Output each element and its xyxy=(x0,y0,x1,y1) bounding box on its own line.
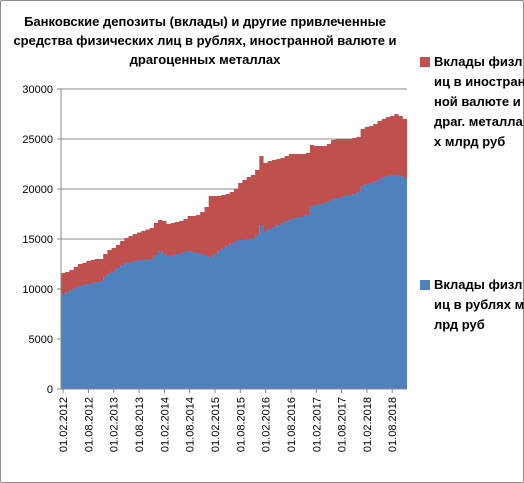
x-tick-label-3: 01.08.2013 xyxy=(134,397,146,452)
x-tick-label-5: 01.08.2014 xyxy=(185,397,197,452)
y-tick-label-4: 20000 xyxy=(22,184,53,196)
chart-title: Банковские депозиты (вклады) и другие пр… xyxy=(10,12,400,69)
y-tick-label-6: 30000 xyxy=(22,84,53,96)
x-tick-label-6: 01.02.2015 xyxy=(210,397,222,452)
y-tick-label-1: 5000 xyxy=(29,334,53,346)
y-tick-label-0: 0 xyxy=(47,384,53,396)
y-tick-label-5: 25000 xyxy=(22,134,53,146)
x-tick-label-2: 01.02.2013 xyxy=(109,397,121,452)
x-tick-label-11: 01.08.2017 xyxy=(337,397,349,452)
legend-label-foreign: Вклады физлиц в иностранной валюте и дра… xyxy=(434,54,524,149)
y-tick-label-3: 15000 xyxy=(22,234,53,246)
x-tick-label-7: 01.08.2015 xyxy=(235,397,247,452)
chart-title-line-2: средства физических лиц в рублях, иностр… xyxy=(13,33,397,48)
area-series-foreign xyxy=(61,114,407,294)
x-tick-label-13: 01.08.2018 xyxy=(387,397,399,452)
legend-swatch-foreign xyxy=(420,57,430,67)
area-series-rub xyxy=(61,175,407,389)
x-tick-label-9: 01.08.2016 xyxy=(286,397,298,452)
y-tick-label-2: 10000 xyxy=(22,284,53,296)
x-tick-label-10: 01.02.2017 xyxy=(311,397,323,452)
x-tick-label-12: 01.02.2018 xyxy=(362,397,374,452)
chart-title-line-3: драгоценных металлах xyxy=(129,52,281,67)
x-tick-label-8: 01.02.2016 xyxy=(261,397,273,452)
legend-label-rub: Вклады физлиц в рублях млрд руб xyxy=(434,277,524,332)
x-tick-label-4: 01.02.2014 xyxy=(159,397,171,452)
chart-title-line-1: Банковские депозиты (вклады) и другие пр… xyxy=(24,14,386,29)
x-tick-label-0: 01.02.2012 xyxy=(58,397,70,452)
legend-swatch-rub xyxy=(420,280,430,290)
x-tick-label-1: 01.08.2012 xyxy=(83,397,95,452)
